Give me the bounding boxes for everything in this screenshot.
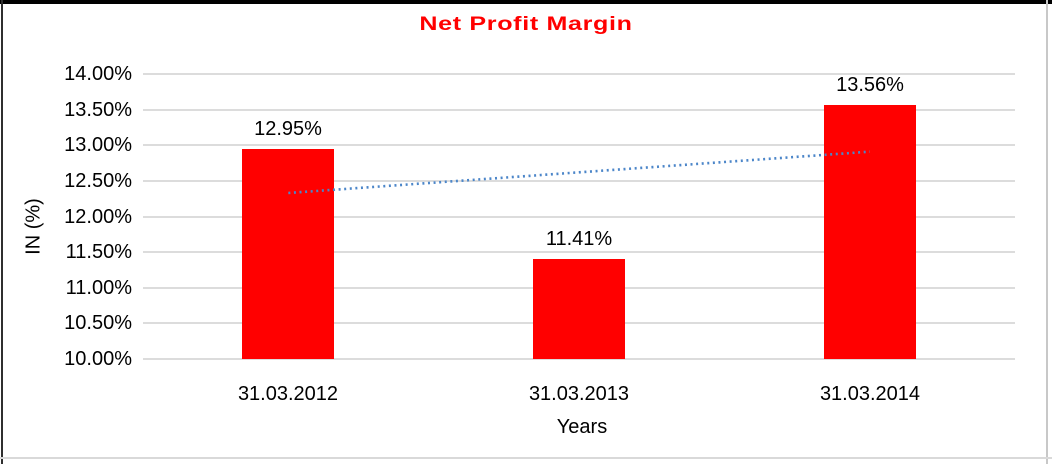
- bar: [533, 259, 625, 359]
- y-tick-label: 10.50%: [64, 312, 132, 334]
- y-tick-label: 13.50%: [64, 99, 132, 121]
- bar-value-label: 11.41%: [545, 228, 613, 250]
- gridline: [143, 358, 1015, 360]
- y-tick-label: 13.00%: [64, 134, 132, 156]
- window-border-left: [1, 0, 3, 464]
- bar: [242, 149, 334, 359]
- y-tick-label: 12.00%: [64, 206, 132, 228]
- bar-value-label: 12.95%: [254, 118, 322, 140]
- gridline: [143, 109, 1015, 111]
- y-tick-label: 11.00%: [65, 277, 132, 299]
- gridline: [143, 251, 1015, 253]
- window-border-top: [0, 0, 1052, 4]
- x-tick-label: 31.03.2014: [819, 383, 921, 405]
- gridline: [143, 144, 1015, 146]
- y-tick-label: 12.50%: [64, 170, 132, 192]
- chart-title: Net Profit Margin: [419, 14, 633, 35]
- y-tick-label: 14.00%: [64, 63, 132, 85]
- y-tick-label: 10.00%: [64, 348, 132, 370]
- x-tick-label: 31.03.2012: [237, 383, 339, 405]
- x-tick-label: 31.03.2013: [528, 383, 630, 405]
- window-border-right: [1046, 0, 1048, 464]
- bar-value-label: 13.56%: [836, 74, 904, 96]
- y-tick-label: 11.50%: [65, 241, 132, 263]
- x-axis-title: Years: [556, 416, 608, 438]
- y-axis-title: IN (%): [22, 198, 45, 255]
- gridline: [143, 216, 1015, 218]
- window-border-bottom: [0, 457, 1052, 459]
- gridline: [143, 73, 1015, 75]
- bar: [824, 105, 916, 359]
